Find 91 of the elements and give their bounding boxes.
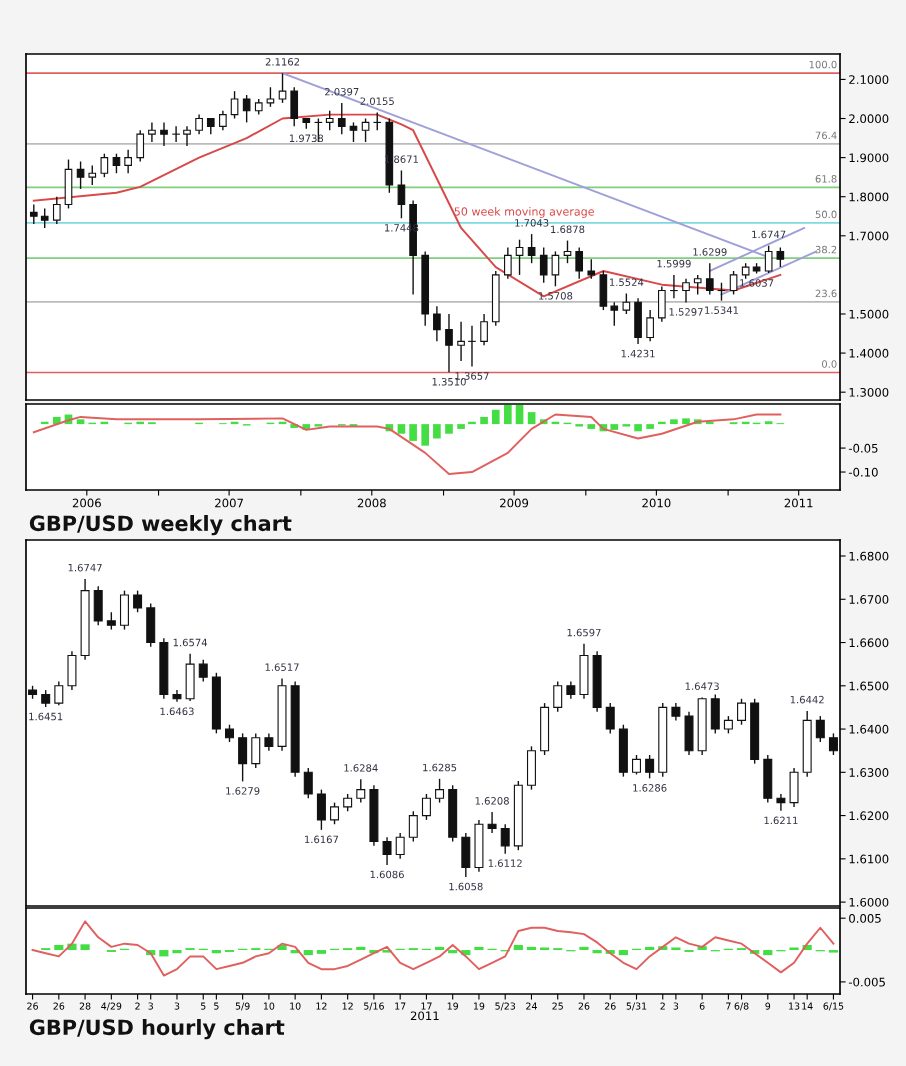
candlestick xyxy=(515,239,524,276)
text: GBP/USD weekly chart xyxy=(29,515,292,536)
bar xyxy=(491,409,500,425)
candlestick xyxy=(349,121,358,143)
bar xyxy=(670,419,678,425)
candlestick xyxy=(337,102,346,135)
line-series xyxy=(32,113,782,298)
candlestick xyxy=(119,589,129,631)
bar xyxy=(409,424,417,441)
candlestick xyxy=(828,732,838,756)
bar xyxy=(397,424,406,434)
candlestick xyxy=(219,109,227,131)
bar xyxy=(527,412,536,425)
candlestick xyxy=(54,680,64,706)
candlestick xyxy=(645,754,655,780)
candlestick xyxy=(251,732,261,769)
candlestick xyxy=(563,239,572,264)
candlestick xyxy=(815,715,825,743)
candlestick xyxy=(622,292,631,315)
candlestick xyxy=(618,724,628,778)
candlestick xyxy=(198,659,208,683)
candlestick xyxy=(682,278,690,304)
candlestick xyxy=(445,313,453,373)
bar xyxy=(515,404,524,425)
candlestick xyxy=(290,86,299,128)
candlestick xyxy=(684,711,694,756)
bar xyxy=(480,416,488,425)
candlestick xyxy=(64,158,73,210)
candlestick xyxy=(491,270,500,327)
candlestick xyxy=(632,754,641,776)
bar xyxy=(634,424,642,432)
bar xyxy=(504,404,512,425)
candlestick xyxy=(705,262,714,296)
bar xyxy=(421,424,430,446)
candlestick xyxy=(136,129,145,163)
candlestick xyxy=(763,754,773,804)
candlestick xyxy=(461,832,471,878)
candlestick xyxy=(160,121,168,147)
candlestick xyxy=(266,86,275,108)
candlestick xyxy=(361,117,370,143)
candlestick xyxy=(693,274,702,296)
candlestick xyxy=(124,149,132,174)
candlestick xyxy=(185,653,195,702)
candlestick xyxy=(230,90,239,120)
candlestick xyxy=(553,680,563,713)
candlestick xyxy=(421,793,431,821)
candlestick xyxy=(729,270,738,296)
candlestick xyxy=(737,698,747,726)
candlestick xyxy=(435,778,445,804)
text: GBP/USD hourly chart xyxy=(29,1019,285,1040)
candlestick xyxy=(195,113,203,135)
candlestick xyxy=(605,702,615,735)
candlestick xyxy=(325,109,334,131)
bar xyxy=(682,418,690,425)
candlestick xyxy=(93,585,103,626)
candlestick xyxy=(397,169,406,219)
candlestick xyxy=(658,285,666,323)
candlestick xyxy=(148,121,156,143)
candlestick xyxy=(634,297,642,345)
candlestick xyxy=(356,778,366,804)
candlestick xyxy=(238,732,248,783)
candlestick xyxy=(316,788,326,831)
bar xyxy=(445,424,453,434)
candlestick xyxy=(408,810,418,843)
candlestick xyxy=(448,784,458,843)
candlestick xyxy=(133,589,143,613)
line-series xyxy=(31,920,835,977)
candlestick xyxy=(242,94,251,124)
candlestick xyxy=(52,196,61,225)
candlestick xyxy=(526,745,536,791)
candlestick xyxy=(587,258,596,280)
candlestick xyxy=(579,643,589,700)
bar xyxy=(76,419,85,425)
candlestick xyxy=(540,702,550,756)
candlestick xyxy=(646,309,654,343)
candlestick xyxy=(480,313,488,346)
candlestick xyxy=(112,152,121,174)
candlestick xyxy=(303,767,313,799)
candlestick xyxy=(146,602,156,648)
candlestick xyxy=(395,832,405,860)
candlestick xyxy=(710,693,720,735)
bar xyxy=(433,424,441,439)
candlestick xyxy=(500,823,510,855)
line-series xyxy=(32,413,782,475)
candlestick xyxy=(100,152,109,178)
candlestick xyxy=(527,233,536,264)
candlestick xyxy=(575,246,584,280)
candlestick xyxy=(504,246,512,280)
candlestick xyxy=(330,801,340,825)
candlestick xyxy=(433,305,441,343)
candlestick xyxy=(278,72,287,104)
